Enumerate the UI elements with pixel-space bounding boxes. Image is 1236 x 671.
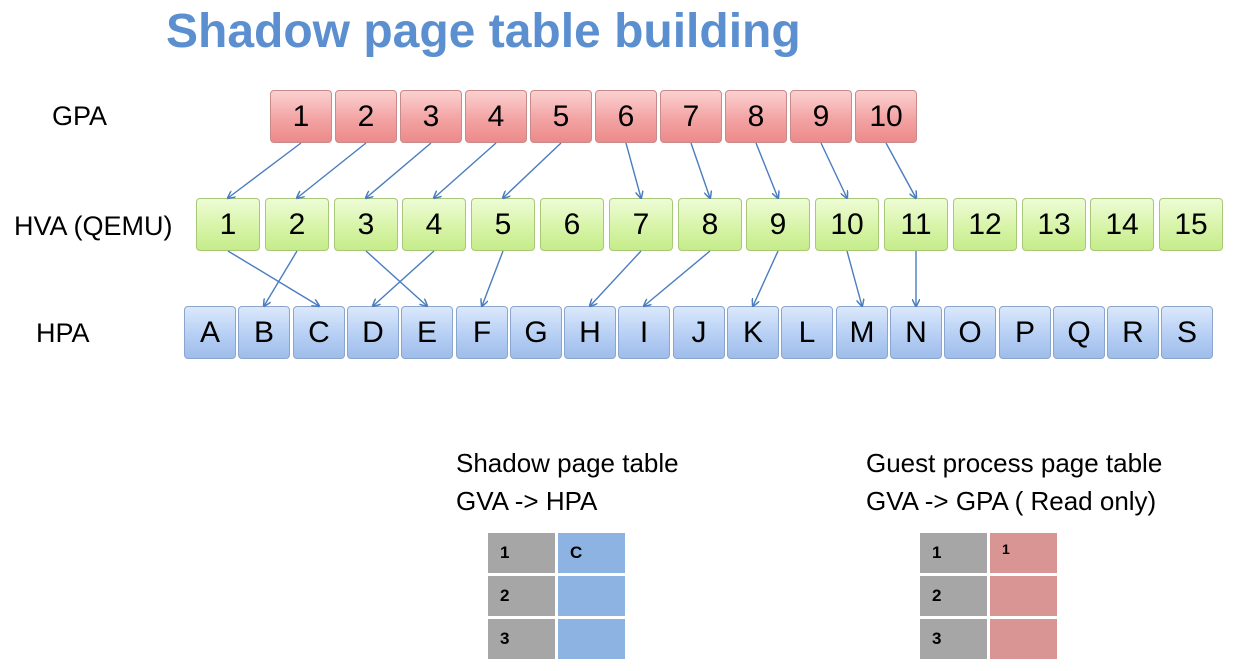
shadow_table-row-value: [558, 619, 625, 659]
gpa-to-hva-arrow: [691, 143, 710, 198]
shadow_table-row-value: [558, 576, 625, 616]
guest_table-row-key: 1: [920, 533, 987, 573]
hva-to-hpa-arrow: [482, 251, 503, 306]
guest-table-title-line1: Guest process page table: [866, 444, 1162, 482]
guest-table-title: Guest process page table GVA -> GPA ( Re…: [866, 444, 1162, 520]
guest_table-row-value: 1: [990, 533, 1057, 573]
guest-table-title-line2: GVA -> GPA ( Read only): [866, 482, 1162, 520]
guest_table-row-key: 3: [920, 619, 987, 659]
gpa-to-hva-arrow: [626, 143, 641, 198]
shadow_table-row-key: 1: [488, 533, 555, 573]
shadow-table-title-line2: GVA -> HPA: [456, 482, 679, 520]
hva-to-hpa-arrow: [847, 251, 862, 306]
gpa-to-hva-arrow: [366, 143, 431, 198]
shadow_table-row-value: C: [558, 533, 625, 573]
hva-to-hpa-arrow: [590, 251, 641, 306]
hva-to-hpa-arrow: [366, 251, 427, 306]
gpa-to-hva-arrow: [297, 143, 366, 198]
gpa-to-hva-arrow: [228, 143, 301, 198]
shadow-table-title: Shadow page table GVA -> HPA: [456, 444, 679, 520]
hva-to-hpa-arrow: [228, 251, 319, 306]
hva-to-hpa-arrow: [264, 251, 297, 306]
gpa-to-hva-arrow: [821, 143, 847, 198]
shadow_table-row-key: 2: [488, 576, 555, 616]
hva-to-hpa-arrow: [753, 251, 778, 306]
hva-to-hpa-arrow: [644, 251, 710, 306]
gpa-to-hva-arrow: [886, 143, 916, 198]
guest_table-row-value: [990, 619, 1057, 659]
shadow-table-title-line1: Shadow page table: [456, 444, 679, 482]
shadow_table-row-key: 3: [488, 619, 555, 659]
guest_table-row-value: [990, 576, 1057, 616]
gpa-to-hva-arrow: [434, 143, 496, 198]
gpa-to-hva-arrow: [756, 143, 778, 198]
guest_table-row-key: 2: [920, 576, 987, 616]
hva-to-hpa-arrow: [373, 251, 434, 306]
gpa-to-hva-arrow: [503, 143, 561, 198]
